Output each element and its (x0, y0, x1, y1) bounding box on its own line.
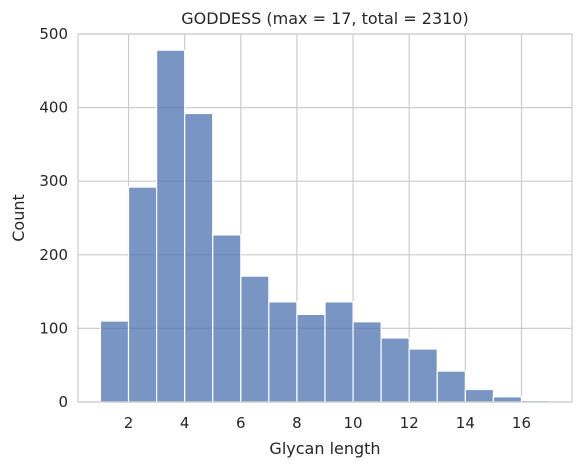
histogram-bar (127, 186, 158, 403)
histogram-bar (268, 301, 298, 403)
y-tick-label: 0 (58, 393, 68, 411)
histogram-bar (436, 370, 466, 403)
y-axis-label: Count (9, 194, 28, 242)
histogram-bar (184, 112, 214, 403)
histogram-bar (408, 348, 438, 403)
histogram-bar (296, 313, 326, 403)
x-tick-label: 2 (124, 414, 134, 432)
histogram-bar (212, 234, 242, 403)
x-tick-label: 14 (456, 414, 475, 432)
histogram-bar (240, 275, 270, 403)
y-tick-label: 100 (39, 319, 68, 337)
histogram-bar (99, 320, 130, 403)
x-tick-label: 4 (180, 414, 190, 432)
x-tick-label: 10 (344, 414, 363, 432)
y-tick-label: 200 (39, 246, 68, 264)
x-tick-labels: 2 4 6 8 10 12 14 16 (124, 414, 531, 432)
plot-frame (77, 33, 573, 403)
histogram-bar (352, 321, 382, 403)
chart-title: GODDESS (max = 17, total = 2310) (181, 9, 468, 28)
y-tick-label: 400 (39, 99, 68, 117)
histogram-bar (324, 301, 354, 403)
histogram-bars (99, 49, 551, 403)
histogram-bar (155, 49, 186, 403)
histogram-bar (492, 396, 523, 403)
x-tick-label: 6 (236, 414, 246, 432)
y-tick-labels: 0 100 200 300 400 500 (39, 25, 68, 411)
y-tick-label: 300 (39, 172, 68, 190)
x-tick-label: 12 (400, 414, 419, 432)
histogram-bar (464, 388, 495, 403)
histogram-bar (380, 337, 410, 403)
x-tick-label: 8 (292, 414, 302, 432)
x-axis-label: Glycan length (269, 439, 380, 458)
x-tick-label: 16 (512, 414, 531, 432)
y-tick-label: 500 (39, 25, 68, 43)
